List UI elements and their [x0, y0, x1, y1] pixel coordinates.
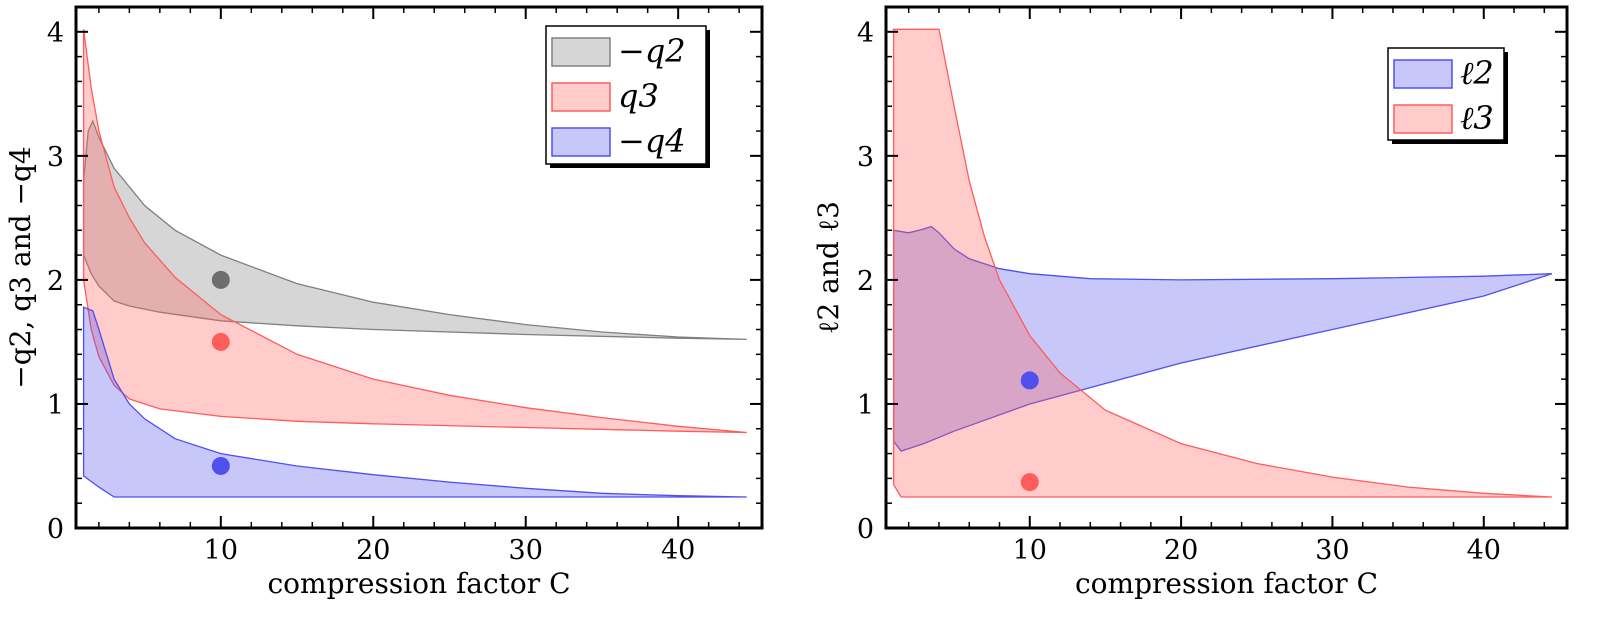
right-legend-label-ell-3: ℓ3: [1460, 99, 1494, 137]
left-point-minus-q2: [211, 270, 230, 289]
left-band-q3: [82, 29, 747, 434]
right-chart: 10 20 30 40 0 1 2 3 4 compression factor C ℓ2 an…: [812, 5, 1569, 600]
right-y-tick-label: 0: [857, 514, 874, 545]
right-x-axis-label: compression factor C: [1075, 567, 1378, 600]
right-legend-box: [1387, 47, 1505, 141]
right-y-tick-label: 3: [857, 142, 874, 173]
left-legend-swatch-minus-q2: [551, 37, 611, 67]
right-x-tick-label: 40: [1467, 535, 1501, 566]
right-y-tick-label: 1: [857, 390, 874, 421]
right-x-tick-label: 30: [1315, 535, 1349, 566]
right-point-ell-2: [1020, 371, 1039, 390]
right-legend-swatch-ell-2: [1393, 59, 1453, 89]
right-legend-label-ell-2: ℓ2: [1460, 54, 1494, 92]
left-legend-swatch-minus-q4: [551, 127, 611, 157]
right-point-ell-3: [1020, 473, 1039, 492]
left-band-minus-q2: [82, 119, 747, 341]
left-x-axis-label: compression factor C: [267, 567, 570, 600]
right-legend-swatch-ell-3: [1393, 104, 1453, 134]
right-y-tick-label: 2: [857, 266, 874, 297]
left-y-tick-label: 3: [47, 142, 64, 173]
left-y-tick-label: 2: [47, 266, 64, 297]
left-legend-label-minus-q2: −q2: [618, 32, 686, 70]
left-chart: 10 20 30 40 0 1 2 3 4 compression factor C −q2, …: [4, 5, 764, 600]
left-legend-label-q3: q3: [618, 77, 659, 115]
right-x-tick-label: 10: [1013, 535, 1047, 566]
right-y-axis-label: ℓ2 and ℓ3: [812, 201, 845, 334]
left-y-tick-label: 4: [47, 18, 64, 49]
left-legend-box: [545, 25, 707, 165]
right-band-ell-3: [892, 28, 1552, 498]
left-legend: −q2 q3 −q4: [545, 25, 710, 168]
left-x-tick-label: 40: [661, 535, 695, 566]
right-plot-frame: [884, 5, 1569, 530]
left-legend-swatch-q3: [551, 82, 611, 112]
left-legend-label-minus-q4: −q4: [618, 122, 686, 160]
left-y-tick-label: 0: [47, 514, 64, 545]
right-x-tick-label: 20: [1164, 535, 1198, 566]
left-plot-frame: [74, 5, 764, 530]
left-y-tick-label: 1: [47, 390, 64, 421]
right-y-tick-label: 4: [857, 18, 874, 49]
left-x-tick-label: 20: [356, 535, 390, 566]
left-band-minus-q4: [82, 306, 747, 498]
left-point-q3: [211, 332, 230, 351]
left-y-axis-label: −q2, q3 and −q4: [4, 146, 37, 388]
left-point-minus-q4: [211, 456, 230, 475]
left-x-tick-label: 30: [509, 535, 543, 566]
left-x-tick-label: 10: [204, 535, 238, 566]
right-band-ell-2: [892, 225, 1553, 452]
